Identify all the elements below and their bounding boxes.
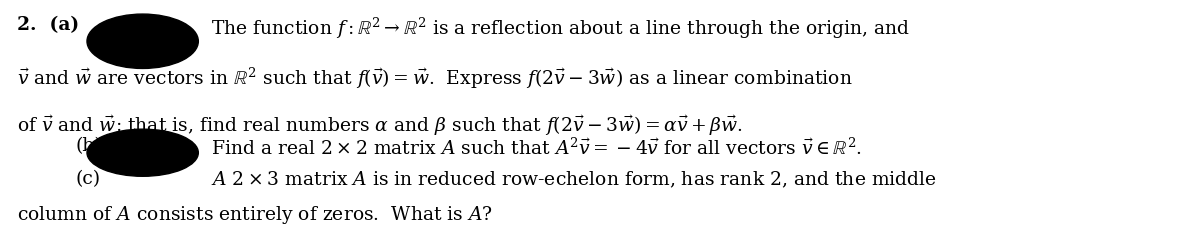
- Ellipse shape: [86, 129, 198, 176]
- Text: column of $A$ consists entirely of zeros.  What is $A$?: column of $A$ consists entirely of zeros…: [17, 204, 493, 226]
- Text: 2.  (a): 2. (a): [17, 16, 79, 34]
- Text: $A$ $2 \times 3$ matrix $A$ is in reduced row-echelon form, has rank 2, and the : $A$ $2 \times 3$ matrix $A$ is in reduce…: [211, 170, 937, 190]
- Text: (b): (b): [76, 137, 102, 155]
- Text: (c): (c): [76, 170, 101, 188]
- Text: $\vec{v}$ and $\vec{w}$ are vectors in $\mathbb{R}^2$ such that $f(\vec{v}) = \v: $\vec{v}$ and $\vec{w}$ are vectors in $…: [17, 66, 852, 91]
- Text: The function $f : \mathbb{R}^2 \rightarrow \mathbb{R}^2$ is a reflection about a: The function $f : \mathbb{R}^2 \rightarr…: [211, 16, 910, 41]
- Ellipse shape: [86, 14, 198, 69]
- Text: of $\vec{v}$ and $\vec{w}$: that is, find real numbers $\alpha$ and $\beta$ such: of $\vec{v}$ and $\vec{w}$: that is, fin…: [17, 114, 743, 138]
- Text: Find a real $2 \times 2$ matrix $A$ such that $A^2 \vec{v} = -4\vec{v}$ for all : Find a real $2 \times 2$ matrix $A$ such…: [211, 137, 862, 158]
